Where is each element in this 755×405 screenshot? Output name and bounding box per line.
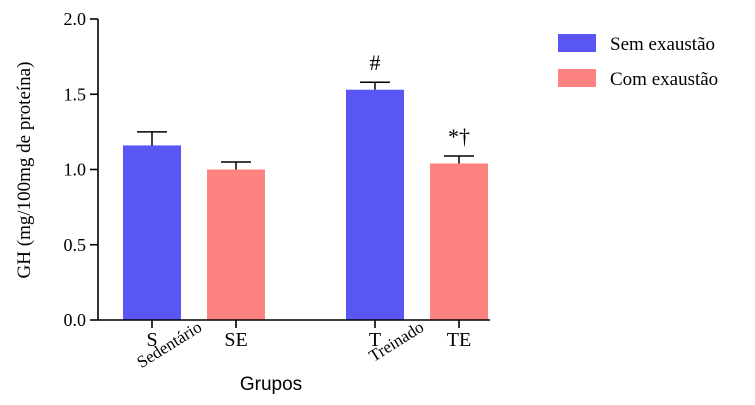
legend-swatch (558, 34, 596, 52)
x-axis-title: Grupos (240, 374, 302, 395)
bars-layer (123, 89, 488, 320)
y-tick-label: 1.5 (64, 84, 87, 104)
bar-t (346, 89, 404, 320)
x-tick-label: T (369, 329, 381, 351)
significance-annotation: # (370, 50, 381, 75)
significance-annotation: *† (448, 124, 470, 149)
legend-swatch (558, 69, 596, 87)
legend-label: Sem exaustão (610, 34, 715, 55)
legend-label: Com exaustão (610, 69, 718, 90)
x-tick-label: TE (447, 329, 471, 351)
error-bars-layer (137, 81, 474, 170)
y-axis-title: GH (mg/100mg de proteína) (14, 62, 35, 279)
x-tick-label: SE (224, 329, 247, 351)
y-tick-label: 1.0 (64, 160, 87, 180)
annotations: # *† (370, 50, 471, 149)
x-axis: S SE T TE (98, 319, 490, 351)
group-label-0: Sedentário (133, 317, 205, 372)
y-tick-label: 0.5 (64, 235, 87, 255)
y-tick-label: 0.0 (64, 310, 87, 330)
y-axis: 0.0 0.5 1.0 1.5 2.0 (64, 9, 99, 330)
x-tick-label: S (146, 329, 157, 351)
bar-te (430, 163, 488, 320)
bar-s (123, 145, 181, 320)
legend: Sem exaustão Com exaustão (558, 34, 718, 90)
y-tick-label: 2.0 (64, 9, 87, 29)
x-ticks: S SE T TE (146, 320, 471, 351)
group-labels: Sedentário Treinado (133, 317, 427, 372)
y-ticks: 0.0 0.5 1.0 1.5 2.0 (64, 9, 98, 330)
bar-se (207, 169, 265, 320)
